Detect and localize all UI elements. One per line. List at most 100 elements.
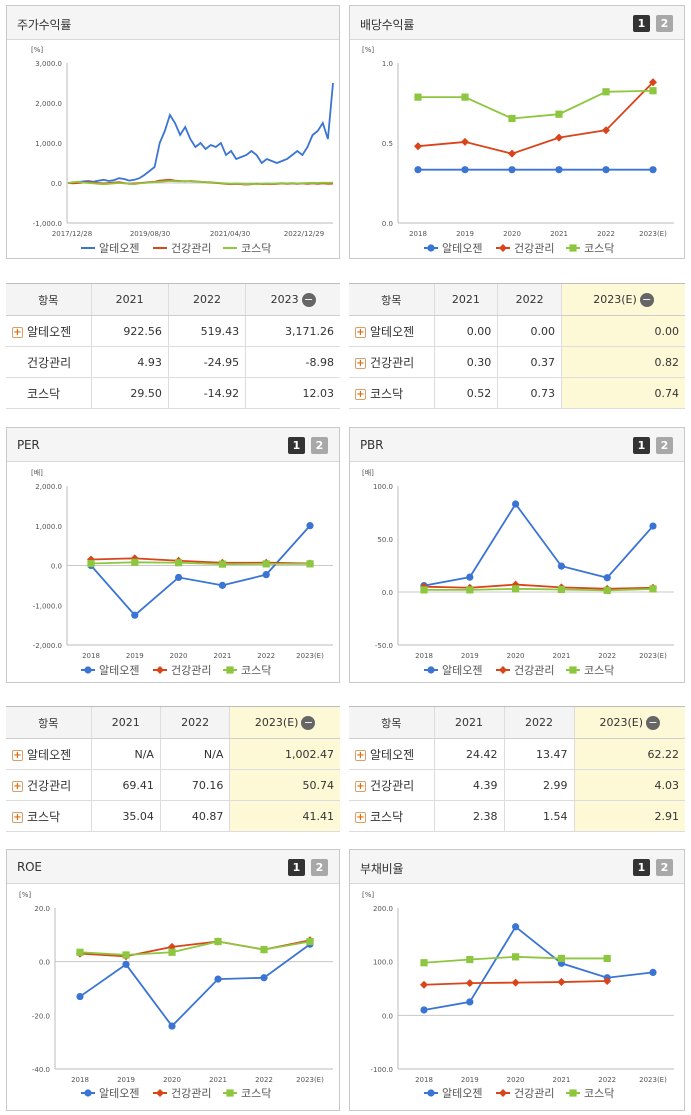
data-point (87, 559, 95, 568)
view-1-button[interactable]: 1 (633, 437, 650, 454)
y-tick-label: -1,000.0 (33, 220, 62, 228)
x-tick-label: 2023(E) (296, 1076, 324, 1084)
table-row: + 알테오젠 0.00 0.00 0.00 (349, 315, 685, 347)
value-cell: 12.03 (245, 377, 340, 409)
view-2-button[interactable]: 2 (656, 437, 673, 454)
x-tick-label: 2019 (126, 652, 144, 660)
debt-ratio-header: 부채비율 1 2 (350, 850, 684, 884)
view-1-button[interactable]: 1 (288, 437, 305, 454)
data-point (414, 166, 422, 174)
y-tick-label: 50.0 (377, 536, 393, 544)
row-label-cell: + 알테오젠 (349, 315, 434, 347)
x-tick-label: 2022 (597, 230, 615, 238)
legend-marker (156, 1089, 164, 1097)
view-1-button[interactable]: 1 (633, 15, 650, 32)
legend: 알테오젠 건강관리 코스닥 (81, 1086, 271, 1100)
data-point (555, 166, 563, 174)
legend-label: 건강관리 (514, 1087, 554, 1100)
value-cell: 1.54 (503, 800, 574, 832)
expand-icon[interactable]: + (355, 750, 366, 761)
collapse-icon[interactable]: − (301, 292, 316, 307)
series-line (417, 81, 654, 155)
expand-icon[interactable]: + (12, 812, 23, 823)
view-2-button[interactable]: 2 (311, 437, 328, 454)
data-point (511, 978, 520, 987)
expand-icon[interactable]: + (12, 750, 23, 761)
data-point (557, 562, 565, 570)
column-header: 항목 (349, 283, 434, 316)
y-axis-unit: [%] (31, 46, 43, 54)
y-tick-label: 2,000.0 (35, 483, 62, 491)
series-line (424, 587, 654, 592)
column-header: 2021 (90, 283, 169, 316)
expand-icon[interactable]: + (12, 781, 23, 792)
view-1-button[interactable]: 1 (288, 859, 305, 876)
table-header-row: 항목 2021 2022 2023(E) − (6, 706, 340, 739)
series-line (67, 180, 334, 186)
legend-label: 알테오젠 (442, 241, 482, 255)
x-tick-label: 2018 (415, 652, 433, 660)
data-point (214, 937, 222, 946)
value-cell: -8.98 (245, 346, 340, 378)
data-point (461, 137, 469, 146)
collapse-icon[interactable]: − (639, 292, 654, 307)
row-label-cell: + 코스닥 (349, 800, 434, 832)
expand-icon[interactable]: + (12, 327, 23, 338)
value-cell: 50.74 (229, 769, 340, 801)
data-point (306, 522, 314, 530)
x-tick-label: 2018 (71, 1076, 89, 1084)
roe-chart-panel: ROE 1 2 [%] 20.0 0.0 -20.0 -40.0 2018 2019 2020… (6, 849, 340, 1111)
value-cell: 13.47 (503, 738, 574, 770)
series-건강관리 (414, 78, 657, 158)
row-label: 건강관리 (27, 778, 72, 793)
value-cell: 69.41 (90, 769, 161, 801)
table-row: + 코스닥 35.04 40.87 41.41 (6, 800, 340, 832)
legend-marker (569, 244, 577, 252)
view-2-button[interactable]: 2 (656, 859, 673, 876)
column-header-label: 항목 (381, 716, 402, 730)
series-코스닥 (414, 87, 657, 123)
expand-icon[interactable]: + (355, 781, 366, 792)
table-header-row: 항목 2021 2022 2023(E) − (349, 706, 685, 739)
y-tick-label: 100.0 (373, 483, 393, 491)
view-2-button[interactable]: 2 (311, 859, 328, 876)
y-tick-label: -1,000.0 (33, 602, 62, 610)
data-point (214, 975, 222, 983)
legend: 알테오젠 건강관리 코스닥 (424, 663, 614, 677)
legend-label: 건강관리 (171, 1087, 211, 1100)
y-tick-label: -2,000.0 (33, 642, 62, 650)
row-label-cell: + 건강관리 (6, 769, 91, 801)
data-point (512, 585, 520, 593)
data-point (512, 953, 520, 961)
expand-icon[interactable]: + (355, 812, 366, 823)
value-cell: 0.00 (497, 315, 562, 347)
legend-marker (427, 1089, 435, 1097)
expand-icon[interactable]: + (355, 358, 366, 369)
data-point (420, 586, 428, 594)
column-header: 항목 (6, 283, 91, 316)
y-tick-label: -50.0 (375, 642, 393, 650)
collapse-icon[interactable]: − (646, 715, 661, 730)
value-cell: 519.43 (167, 315, 246, 347)
x-tick-label: 2023(E) (639, 1076, 667, 1084)
value-cell: 0.82 (560, 346, 685, 378)
x-tick-label: 2019 (117, 1076, 135, 1084)
collapse-icon[interactable]: − (301, 715, 316, 730)
data-point (508, 114, 516, 123)
view-1-button[interactable]: 1 (633, 859, 650, 876)
series-알테오젠 (76, 940, 314, 1030)
legend-label: 건강관리 (514, 664, 554, 677)
view-2-button[interactable]: 2 (656, 15, 673, 32)
per-title: PER (17, 438, 40, 452)
column-header: 2021 (433, 283, 498, 316)
legend: 알테오젠 건강관리 코스닥 (81, 241, 271, 255)
y-tick-label: 2,000.0 (35, 100, 62, 108)
series-코스닥 (67, 180, 334, 186)
dividend-yield-chart: [%] 1.0 0.5 0.0 2018 2019 2020 2021 2022 2023(E) 알… (362, 46, 674, 255)
data-point (649, 968, 657, 976)
data-point (260, 945, 268, 954)
expand-icon[interactable]: + (355, 389, 366, 400)
value-cell: 2.99 (503, 769, 574, 801)
expand-icon[interactable]: + (355, 327, 366, 338)
table-row: 코스닥 29.50 -14.92 12.03 (6, 377, 340, 409)
